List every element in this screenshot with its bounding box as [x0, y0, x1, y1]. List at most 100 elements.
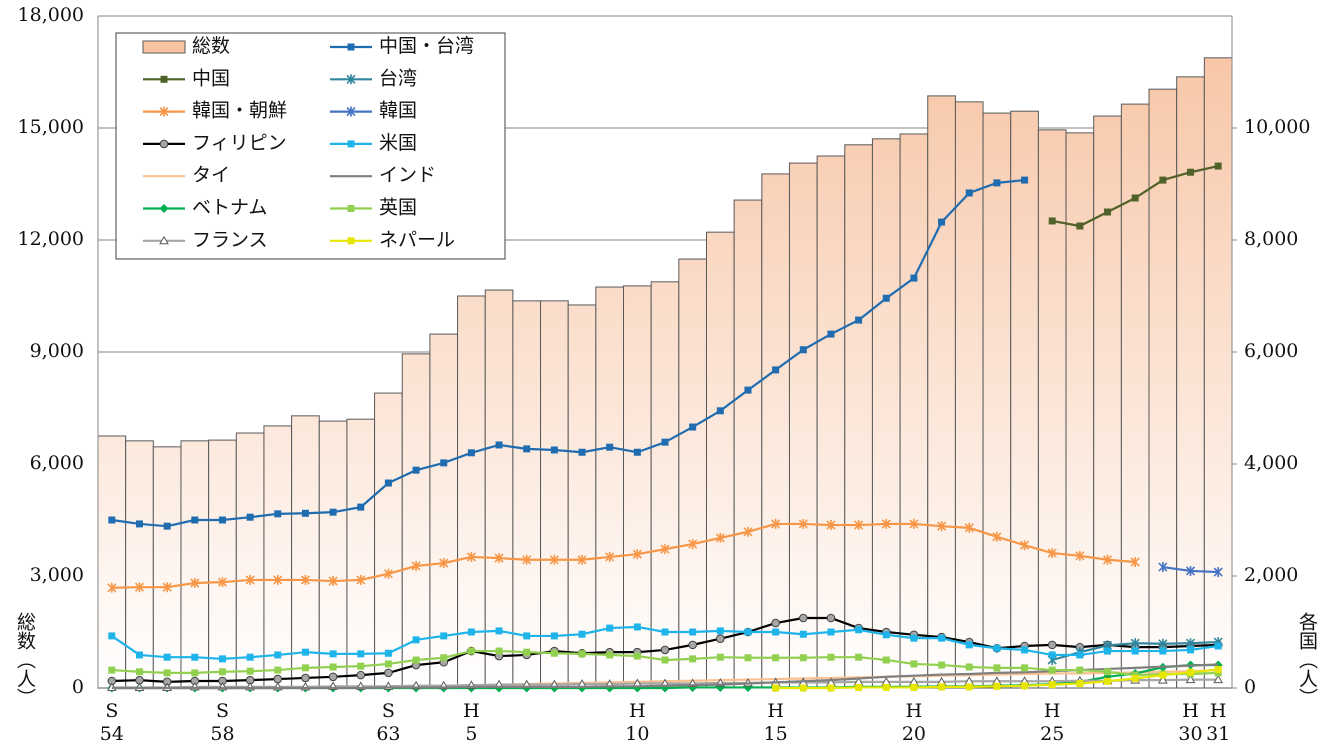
- marker: [162, 582, 172, 593]
- x-tick-part: H: [1044, 700, 1061, 722]
- x-tick-part: H: [463, 700, 480, 722]
- marker: [909, 518, 919, 529]
- marker: [993, 179, 1001, 187]
- marker: [494, 553, 504, 564]
- marker: [440, 459, 448, 467]
- y2-tick-label: 6,000: [1244, 340, 1298, 362]
- marker: [772, 366, 780, 374]
- marker: [1158, 562, 1168, 573]
- x-tick-label: H 10: [625, 700, 649, 745]
- marker: [107, 582, 117, 593]
- x-tick-label: H 30: [1178, 700, 1202, 745]
- marker: [1131, 194, 1139, 202]
- marker: [964, 522, 974, 533]
- marker: [578, 448, 586, 456]
- marker: [274, 510, 282, 518]
- marker: [384, 479, 392, 487]
- marker: [938, 661, 946, 669]
- marker: [108, 516, 116, 524]
- marker: [159, 235, 169, 245]
- marker: [716, 407, 724, 415]
- marker: [135, 651, 143, 659]
- legend-label: ネパール: [379, 229, 455, 251]
- marker: [300, 574, 311, 585]
- marker: [1076, 680, 1084, 688]
- marker: [274, 666, 282, 674]
- marker: [191, 653, 199, 661]
- marker: [1021, 646, 1029, 654]
- marker: [550, 446, 558, 454]
- marker: [772, 628, 780, 636]
- marker: [1130, 638, 1140, 649]
- x-tick-part: 58: [210, 723, 234, 745]
- bar: [678, 258, 707, 689]
- marker: [1187, 646, 1195, 654]
- marker: [384, 649, 392, 657]
- y2-tick-label: 8,000: [1244, 228, 1298, 250]
- marker: [439, 558, 449, 569]
- marker: [1130, 557, 1140, 567]
- marker: [301, 664, 309, 672]
- marker: [1185, 565, 1196, 576]
- marker: [273, 574, 283, 585]
- marker: [910, 634, 918, 642]
- bar: [208, 439, 237, 689]
- marker: [1102, 554, 1113, 565]
- marker: [910, 274, 918, 282]
- y-tick-label: 12,000: [18, 228, 84, 250]
- x-tick-label: S 58: [210, 700, 234, 745]
- marker: [993, 644, 1001, 652]
- x-tick-part: 5: [465, 723, 477, 745]
- marker: [661, 438, 669, 446]
- marker: [605, 551, 615, 562]
- bar: [595, 286, 625, 689]
- marker: [412, 466, 420, 474]
- marker: [245, 574, 255, 585]
- legend-label: 韓国: [379, 100, 417, 122]
- marker: [938, 634, 946, 642]
- marker: [356, 670, 366, 680]
- marker: [108, 632, 116, 640]
- marker: [357, 650, 365, 658]
- marker: [1021, 664, 1029, 672]
- marker: [882, 656, 890, 664]
- marker: [1159, 671, 1167, 679]
- marker: [798, 518, 808, 529]
- marker: [440, 654, 448, 662]
- marker: [799, 630, 807, 638]
- marker: [159, 139, 169, 149]
- marker: [1076, 666, 1084, 674]
- marker: [938, 683, 946, 691]
- y-tick-label: 15,000: [18, 116, 84, 138]
- x-tick-part: H: [1182, 700, 1199, 722]
- marker: [246, 653, 254, 661]
- bar: [1176, 76, 1205, 689]
- bar: [1010, 110, 1039, 689]
- marker: [661, 656, 669, 664]
- marker: [1131, 647, 1139, 655]
- x-tick-part: 25: [1040, 723, 1064, 745]
- marker: [1048, 681, 1056, 689]
- bar: [374, 392, 403, 689]
- marker: [346, 74, 356, 85]
- bar: [1093, 115, 1122, 689]
- marker: [467, 628, 475, 636]
- marker: [993, 664, 1001, 672]
- legend-label: フランス: [192, 229, 268, 251]
- series-line: [111, 178, 1025, 528]
- marker: [772, 654, 780, 662]
- legend-label: 中国: [192, 67, 230, 89]
- x-tick-part: S: [382, 700, 395, 722]
- axes: 0 3,000 6,000 9,000 12,000 15,000 18,000 0 2,000…: [18, 4, 1311, 745]
- marker: [689, 628, 697, 636]
- x-tick-part: H: [629, 700, 646, 722]
- marker: [855, 683, 863, 691]
- marker: [827, 653, 835, 661]
- marker: [523, 632, 531, 640]
- marker: [301, 673, 310, 683]
- marker: [357, 662, 365, 670]
- y-axis-label: 総数（人）: [14, 612, 36, 707]
- bar: [97, 435, 127, 689]
- marker: [346, 106, 356, 117]
